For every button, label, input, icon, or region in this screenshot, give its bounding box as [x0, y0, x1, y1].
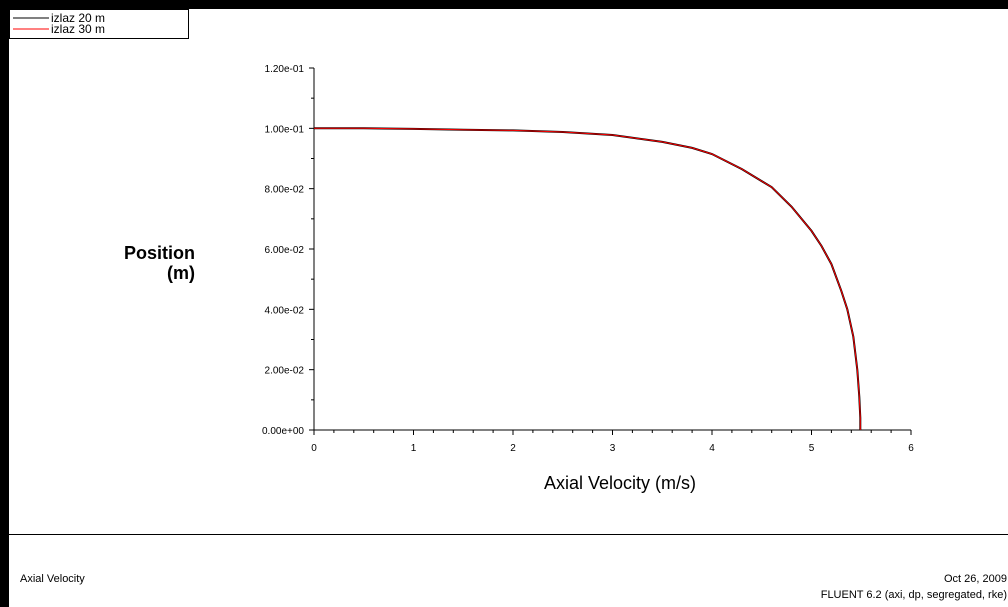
series-layer [314, 127, 862, 430]
y-axis-label-line1: Position [124, 243, 195, 263]
y-tick-label: 0.00e+00 [262, 426, 304, 437]
plot-date: Oct 26, 2009 [944, 573, 1007, 585]
x-axis-label: Axial Velocity (m/s) [544, 473, 696, 493]
x-tick-label: 4 [709, 443, 715, 454]
y-tick-label: 8.00e-02 [265, 185, 305, 196]
plot-title: Axial Velocity [20, 573, 85, 585]
legend-label-1: izlaz 20 m [51, 11, 105, 25]
series-line-1 [314, 127, 862, 430]
x-tick-label: 5 [809, 443, 815, 454]
legend-label-2: izlaz 30 m [51, 22, 105, 36]
axes: 0.00e+00 2.00e-02 4.00e-02 6.00e-02 8.00e-02… [262, 64, 914, 454]
series-line-2 [314, 127, 861, 430]
x-tick-label: 3 [610, 443, 616, 454]
plot-window: izlaz 20 m izlaz 30 m 0.00e+00 2.00e-02 4.0… [9, 9, 1008, 607]
y-tick-label: 2.00e-02 [265, 366, 305, 377]
legend-box [9, 9, 189, 39]
x-tick-label: 2 [510, 443, 516, 454]
y-axis-label-line2: (m) [167, 263, 195, 283]
y-tick-label: 4.00e-02 [265, 305, 305, 316]
y-tick-label: 1.00e-01 [265, 124, 305, 135]
solver-version: FLUENT 6.2 (axi, dp, segregated, rke) [820, 589, 1007, 601]
y-tick-label: 6.00e-02 [265, 245, 305, 256]
x-tick-label: 6 [908, 443, 914, 454]
plot-footer: Axial Velocity Oct 26, 2009 FLUENT 6.2 (… [9, 534, 1008, 607]
x-tick-label: 0 [311, 443, 317, 454]
x-tick-label: 1 [411, 443, 417, 454]
y-tick-label: 1.20e-01 [265, 64, 305, 75]
